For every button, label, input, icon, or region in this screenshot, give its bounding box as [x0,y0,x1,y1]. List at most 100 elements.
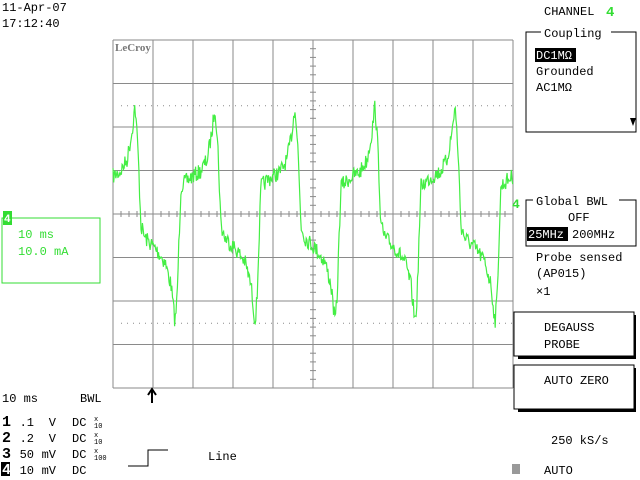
dot [421,322,422,324]
dot [175,322,176,324]
channel-unit: mV [42,464,57,478]
button[interactable] [513,364,635,410]
waveform [112,100,514,328]
dot [127,105,128,107]
dot [253,105,254,107]
dot [289,322,290,324]
dot [127,322,128,324]
trace-box-tag [3,211,12,225]
dot [487,105,488,107]
dot [505,322,506,324]
dot [451,105,452,107]
dot [403,105,404,107]
dot [415,105,416,107]
channel-coupling: DC [72,448,86,462]
channel-unit: V [49,416,57,430]
dot [259,105,260,107]
trace-box [1,217,101,284]
bwl-option: 25MHz [528,228,564,242]
dot [367,105,368,107]
channel-probe: 10 [94,423,102,431]
dot [259,322,260,324]
trigger-mode: AUTO [544,464,573,478]
dot [451,322,452,324]
dot [301,322,302,324]
dot [145,105,146,107]
dot [433,105,434,107]
dot [289,105,290,107]
channel-scale: .2 [20,432,34,446]
channel-number: 2 [2,430,11,447]
dot [337,322,338,324]
dot [397,322,398,324]
dot [415,322,416,324]
dot [145,322,146,324]
bwl-title-bg [533,193,619,207]
dot [331,105,332,107]
channel-scale: .1 [20,416,34,430]
channel-label: CHANNEL [544,5,594,19]
logo: LeCroy [115,42,151,54]
dot [427,105,428,107]
dot [205,322,206,324]
dot [439,322,440,324]
coupling-title-bg [541,25,611,39]
dot [481,322,482,324]
status-bwl: BWL [80,392,102,406]
dot [325,322,326,324]
dot [217,322,218,324]
dot [181,322,182,324]
dot [397,105,398,107]
button-label: AUTO ZERO [544,374,609,388]
dot [157,322,158,324]
selected-highlight [535,48,576,62]
channel-scale: 50 [20,448,34,462]
channel-probe: 100 [94,455,107,463]
button-label: DEGAUSS [544,321,594,335]
dot [493,105,494,107]
trace-marker: 4 [512,197,520,212]
dot [355,105,356,107]
dot [271,105,272,107]
trigger-slope [128,449,168,467]
dot [223,322,224,324]
dot [151,322,152,324]
dot [379,322,380,324]
dot [385,105,386,107]
dot [235,322,236,324]
dot [457,322,458,324]
dot [409,105,410,107]
scroll-arrow [630,118,636,126]
selected-highlight [527,227,568,241]
dot [379,105,380,107]
dot [499,322,500,324]
dot [355,322,356,324]
channel-number: 3 [2,446,11,463]
dot [277,105,278,107]
dot [391,105,392,107]
dot [187,322,188,324]
channel-unit: mV [42,448,57,462]
dot [331,322,332,324]
dot [463,322,464,324]
mode-indicator [512,464,520,474]
graticule [112,39,514,389]
dot [475,322,476,324]
dot [181,105,182,107]
dot [295,322,296,324]
dot [343,105,344,107]
channel-probe: x [94,416,98,424]
dot [463,105,464,107]
dot [247,105,248,107]
channel-number: 4 [606,5,614,21]
channel-probe: 10 [94,439,102,447]
trace-box-scale: 10.0 mA [18,245,69,259]
dot [511,322,512,324]
dot [367,322,368,324]
button[interactable] [513,311,635,357]
coupling-options: DC1MΩ Grounded AC1MΩ [535,48,594,95]
dot [433,322,434,324]
dot [199,105,200,107]
